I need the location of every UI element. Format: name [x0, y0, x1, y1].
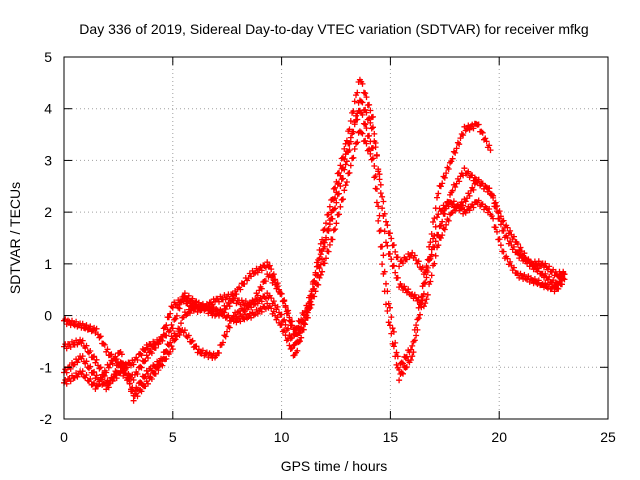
x-tick-label: 10	[274, 429, 290, 445]
data-points	[61, 76, 568, 404]
y-axis-label: SDTVAR / TECUs	[7, 182, 23, 294]
series-track-3	[61, 107, 494, 399]
x-axis-label: GPS time / hours	[281, 458, 388, 474]
x-tick-label: 5	[169, 429, 177, 445]
plus-markers	[61, 97, 568, 372]
chart-title: Day 336 of 2019, Sidereal Day-to-day VTE…	[79, 21, 588, 37]
x-tick-label: 0	[60, 429, 68, 445]
grid	[64, 57, 608, 419]
plus-markers	[61, 107, 494, 399]
series-track-1	[61, 97, 568, 372]
y-tick-label: -2	[40, 411, 53, 427]
y-tick-label: 2	[44, 204, 52, 220]
x-tick-label: 25	[600, 429, 616, 445]
series-track-2	[61, 76, 568, 387]
y-tick-label: 1	[44, 256, 52, 272]
x-tick-label: 20	[491, 429, 507, 445]
x-axis: 0 5 10 15 20 25	[60, 57, 616, 445]
plus-markers	[61, 76, 568, 387]
y-tick-label: -1	[40, 359, 53, 375]
y-axis: -2 -1 0 1 2 3 4 5	[40, 49, 608, 427]
y-tick-label: 0	[44, 308, 52, 324]
plot-frame	[63, 56, 609, 420]
x-tick-label: 15	[383, 429, 399, 445]
y-tick-label: 4	[44, 101, 52, 117]
y-tick-label: 3	[44, 152, 52, 168]
y-tick-label: 5	[44, 49, 52, 65]
